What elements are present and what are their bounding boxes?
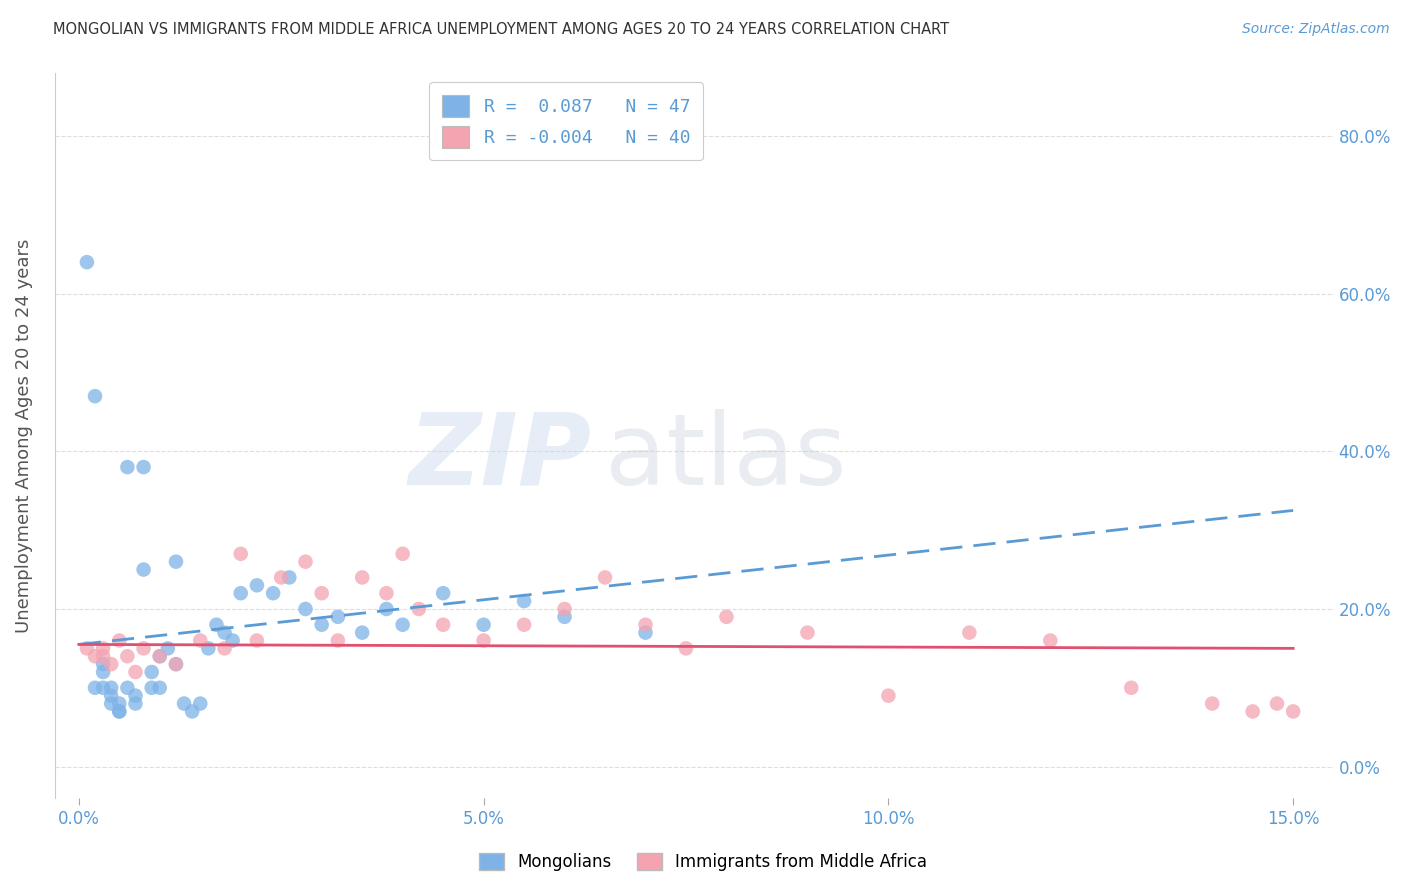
Point [1121,681,1143,695]
Y-axis label: Unemployment Among Ages 20 to 24 years: Unemployment Among Ages 20 to 24 years [15,238,32,632]
Point [513,594,536,608]
Point [181,705,204,719]
Point [1282,705,1305,719]
Point [132,563,155,577]
Point [205,617,228,632]
Point [326,633,349,648]
Text: MONGOLIAN VS IMMIGRANTS FROM MIDDLE AFRICA UNEMPLOYMENT AMONG AGES 20 TO 24 YEAR: MONGOLIAN VS IMMIGRANTS FROM MIDDLE AFRI… [53,22,949,37]
Point [165,555,187,569]
Text: atlas: atlas [605,409,846,506]
Legend: Mongolians, Immigrants from Middle Africa: Mongolians, Immigrants from Middle Afric… [471,845,935,880]
Point [221,633,243,648]
Point [554,602,576,616]
Point [262,586,284,600]
Point [100,681,122,695]
Point [270,570,292,584]
Point [141,681,163,695]
Point [188,633,211,648]
Point [593,570,616,584]
Point [84,649,107,664]
Point [432,586,454,600]
Point [554,610,576,624]
Point [124,697,146,711]
Point [117,649,139,664]
Point [149,649,172,664]
Point [375,602,398,616]
Point [634,625,657,640]
Point [957,625,980,640]
Point [294,555,316,569]
Point [796,625,818,640]
Point [634,617,657,632]
Point [149,649,172,664]
Point [108,633,131,648]
Point [1201,697,1223,711]
Point [141,665,163,679]
Point [91,665,114,679]
Point [117,681,139,695]
Point [132,460,155,475]
Point [91,657,114,672]
Point [391,547,413,561]
Point [124,665,146,679]
Point [246,633,269,648]
Point [375,586,398,600]
Point [311,586,333,600]
Point [214,641,236,656]
Point [391,617,413,632]
Point [432,617,454,632]
Point [214,625,236,640]
Point [117,460,139,475]
Point [197,641,219,656]
Point [877,689,900,703]
Point [326,610,349,624]
Point [156,641,179,656]
Point [352,625,374,640]
Point [108,705,131,719]
Point [246,578,269,592]
Point [84,681,107,695]
Point [716,610,738,624]
Point [149,681,172,695]
Legend: R =  0.087   N = 47, R = -0.004   N = 40: R = 0.087 N = 47, R = -0.004 N = 40 [429,82,703,161]
Point [165,657,187,672]
Point [124,689,146,703]
Point [91,681,114,695]
Point [408,602,430,616]
Point [472,633,495,648]
Point [100,657,122,672]
Point [1241,705,1264,719]
Point [100,697,122,711]
Point [229,586,252,600]
Point [294,602,316,616]
Point [1265,697,1288,711]
Point [278,570,301,584]
Point [188,697,211,711]
Text: ZIP: ZIP [409,409,592,506]
Point [311,617,333,632]
Point [352,570,374,584]
Point [108,705,131,719]
Point [108,697,131,711]
Point [173,697,195,711]
Point [84,389,107,403]
Point [100,689,122,703]
Point [76,255,98,269]
Point [675,641,697,656]
Point [513,617,536,632]
Point [165,657,187,672]
Point [472,617,495,632]
Point [1039,633,1062,648]
Text: Source: ZipAtlas.com: Source: ZipAtlas.com [1241,22,1389,37]
Point [76,641,98,656]
Point [91,641,114,656]
Point [91,649,114,664]
Point [132,641,155,656]
Point [229,547,252,561]
